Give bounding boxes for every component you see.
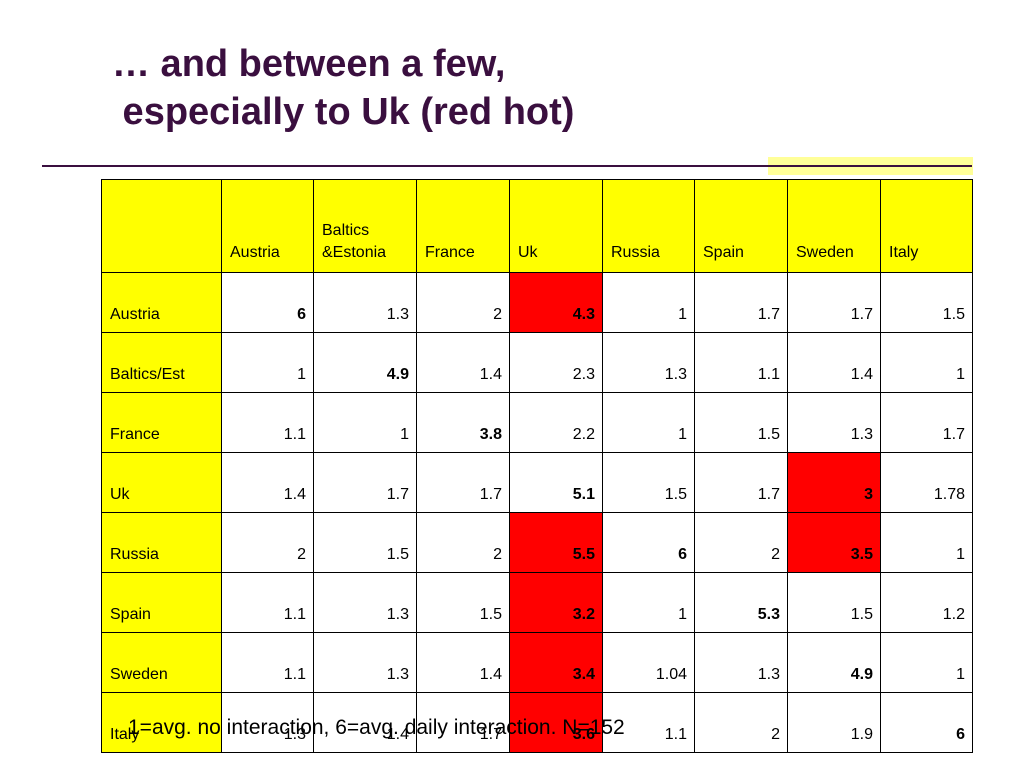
- column-header: Austria: [221, 179, 314, 273]
- table-cell: 1.7: [880, 392, 973, 453]
- corner-cell: [101, 179, 222, 273]
- table-cell: 1.7: [313, 452, 417, 513]
- table-cell: 1.3: [602, 332, 695, 393]
- table-cell: 1.1: [221, 572, 314, 633]
- table-cell: 1.7: [416, 692, 510, 753]
- column-header: Spain: [694, 179, 788, 273]
- table-cell: 1.3: [313, 272, 417, 333]
- table-cell: 1.4: [416, 332, 510, 393]
- table-cell: 1: [602, 572, 695, 633]
- table-cell: 1.1: [694, 332, 788, 393]
- table-cell: 1.5: [694, 392, 788, 453]
- table-cell-hot: 3: [787, 452, 881, 513]
- table-cell: 1.4: [416, 632, 510, 693]
- table-cell: 1.4: [787, 332, 881, 393]
- table-row: Austria 6 1.3 2 4.3 1 1.7 1.7 1.5: [101, 272, 973, 333]
- table-cell: 2: [694, 692, 788, 753]
- table-cell: 6: [880, 692, 973, 753]
- table-cell: 1.1: [221, 632, 314, 693]
- table-cell: 2.2: [509, 392, 603, 453]
- title-line-1: … and between a few,: [112, 43, 506, 85]
- table-cell: 2: [221, 512, 314, 573]
- table-cell: 2: [694, 512, 788, 573]
- row-header: Russia: [101, 512, 222, 573]
- table-cell: 5.3: [694, 572, 788, 633]
- row-header: Spain: [101, 572, 222, 633]
- table-row: Italy 1.3 1.4 1.7 3.6 1.1 2 1.9 6: [101, 692, 973, 753]
- table-cell-hot: 4.3: [509, 272, 603, 333]
- table-cell: 1: [880, 332, 973, 393]
- table-cell: 1.3: [313, 572, 417, 633]
- column-header: France: [416, 179, 510, 273]
- table-cell-hot: 3.4: [509, 632, 603, 693]
- column-header: Sweden: [787, 179, 881, 273]
- table-cell: 1.7: [416, 452, 510, 513]
- table-row: Baltics/Est 1 4.9 1.4 2.3 1.3 1.1 1.4 1: [101, 332, 973, 393]
- table-cell-hot: 3.5: [787, 512, 881, 573]
- table-row: Sweden 1.1 1.3 1.4 3.4 1.04 1.3 4.9 1: [101, 632, 973, 693]
- table-cell: 1.5: [602, 452, 695, 513]
- table-cell: 1.5: [880, 272, 973, 333]
- table-cell: 1.7: [787, 272, 881, 333]
- table-cell: 1: [602, 272, 695, 333]
- row-header: Uk: [101, 452, 222, 513]
- table-row: Uk 1.4 1.7 1.7 5.1 1.5 1.7 3 1.78: [101, 452, 973, 513]
- table-cell: 2: [416, 272, 510, 333]
- table-cell-hot: 3.2: [509, 572, 603, 633]
- table-cell: 1.4: [221, 452, 314, 513]
- table-cell: 1: [313, 392, 417, 453]
- table-cell: 1.3: [221, 692, 314, 753]
- table-header-row: Austria Baltics &Estonia France Uk Russi…: [101, 179, 973, 273]
- table-cell: 3.8: [416, 392, 510, 453]
- column-header: Uk: [509, 179, 603, 273]
- table-cell: 1.7: [694, 452, 788, 513]
- table-cell: 1.04: [602, 632, 695, 693]
- table-cell: 1.9: [787, 692, 881, 753]
- table-cell: 1: [221, 332, 314, 393]
- title-line-2: especially to Uk (red hot): [112, 91, 575, 133]
- interaction-matrix-table: Austria Baltics &Estonia France Uk Russi…: [101, 179, 973, 753]
- row-header: Sweden: [101, 632, 222, 693]
- title-divider: [42, 165, 972, 167]
- column-header: Baltics &Estonia: [313, 179, 417, 273]
- table-cell: 1.7: [694, 272, 788, 333]
- table-cell: 1.1: [221, 392, 314, 453]
- table-cell: 2.3: [509, 332, 603, 393]
- table-cell: 1.3: [313, 632, 417, 693]
- table-cell: 1.1: [602, 692, 695, 753]
- table-row: France 1.1 1 3.8 2.2 1 1.5 1.3 1.7: [101, 392, 973, 453]
- footnote: 1=avg. no interaction, 6=avg. daily inte…: [128, 716, 625, 739]
- table-body: Austria Baltics &Estonia France Uk Russi…: [101, 179, 973, 753]
- row-header: France: [101, 392, 222, 453]
- row-header: Austria: [101, 272, 222, 333]
- table-cell: 1.5: [787, 572, 881, 633]
- row-header: Baltics/Est: [101, 332, 222, 393]
- slide-title: … and between a few, especially to Uk (r…: [112, 40, 972, 136]
- table-cell: 1: [602, 392, 695, 453]
- table-cell: 1.78: [880, 452, 973, 513]
- table-row: Russia 2 1.5 2 5.5 6 2 3.5 1: [101, 512, 973, 573]
- table-cell: 1: [880, 632, 973, 693]
- column-header: Italy: [880, 179, 973, 273]
- table-cell-hot: 5.5: [509, 512, 603, 573]
- table-cell: 6: [221, 272, 314, 333]
- table-cell: 4.9: [787, 632, 881, 693]
- column-header: Russia: [602, 179, 695, 273]
- table-cell: 1.5: [313, 512, 417, 573]
- table-cell: 1.5: [416, 572, 510, 633]
- table-cell: 1.3: [787, 392, 881, 453]
- table-cell: 4.9: [313, 332, 417, 393]
- table-cell: 1: [880, 512, 973, 573]
- table-cell: 1.2: [880, 572, 973, 633]
- table-cell: 6: [602, 512, 695, 573]
- table-cell: 1.3: [694, 632, 788, 693]
- table-cell: 5.1: [509, 452, 603, 513]
- table-cell-hot: 3.6: [509, 692, 603, 753]
- table-cell: 1.4: [313, 692, 417, 753]
- table-cell: 2: [416, 512, 510, 573]
- table-row: Spain 1.1 1.3 1.5 3.2 1 5.3 1.5 1.2: [101, 572, 973, 633]
